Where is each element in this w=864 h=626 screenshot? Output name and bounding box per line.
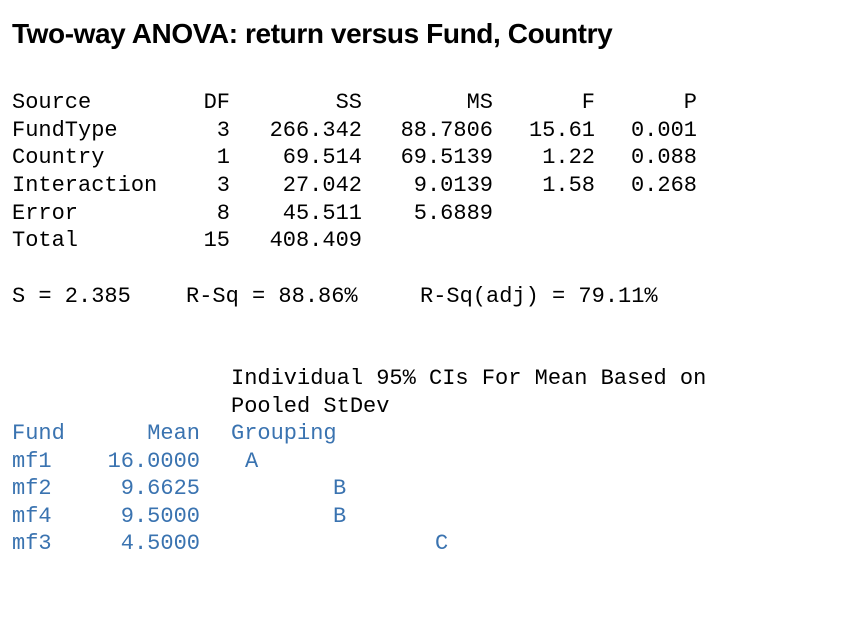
ss-cell: 45.511 bbox=[282, 201, 362, 226]
source-cell: FundType bbox=[12, 118, 118, 143]
f-cell: 1.58 bbox=[542, 173, 595, 198]
group-cell: B bbox=[333, 504, 347, 529]
ss-cell: 69.514 bbox=[282, 145, 362, 170]
p-cell: 0.088 bbox=[630, 145, 697, 170]
fund-cell: mf4 bbox=[12, 504, 52, 529]
ci-header-line1: Individual 95% CIs For Mean Based on bbox=[231, 366, 707, 391]
ms-cell: 5.6889 bbox=[413, 201, 493, 226]
group-cell: B bbox=[333, 476, 347, 501]
source-cell: Total bbox=[12, 228, 79, 253]
r-sq-adj-value: R-Sq(adj) = 79.11% bbox=[420, 284, 658, 309]
f-cell: 1.22 bbox=[542, 145, 595, 170]
ci-header-line2: Pooled StDev bbox=[231, 394, 390, 419]
source-cell: Interaction bbox=[12, 173, 158, 198]
group-cell: C bbox=[435, 531, 449, 556]
header-p: P bbox=[683, 90, 697, 115]
fund-cell: mf3 bbox=[12, 531, 52, 556]
mean-cell: 4.5000 bbox=[120, 531, 200, 556]
header-grouping: Grouping bbox=[231, 421, 337, 446]
header-df: DF bbox=[203, 90, 230, 115]
header-ms: MS bbox=[466, 90, 493, 115]
df-cell: 1 bbox=[216, 145, 230, 170]
group-cell: A bbox=[245, 449, 259, 474]
fund-cell: mf2 bbox=[12, 476, 52, 501]
s-value: S = 2.385 bbox=[12, 284, 131, 309]
ms-cell: 9.0139 bbox=[413, 173, 493, 198]
header-f: F bbox=[581, 90, 595, 115]
ms-cell: 69.5139 bbox=[400, 145, 493, 170]
ss-cell: 266.342 bbox=[269, 118, 362, 143]
ss-cell: 27.042 bbox=[282, 173, 362, 198]
r-sq-value: R-Sq = 88.86% bbox=[186, 284, 358, 309]
p-cell: 0.268 bbox=[630, 173, 697, 198]
df-cell: 8 bbox=[216, 201, 230, 226]
df-cell: 15 bbox=[203, 228, 230, 253]
header-fund: Fund bbox=[12, 421, 65, 446]
ms-cell: 88.7806 bbox=[400, 118, 493, 143]
f-cell: 15.61 bbox=[528, 118, 595, 143]
mean-cell: 9.6625 bbox=[120, 476, 200, 501]
mean-cell: 9.5000 bbox=[120, 504, 200, 529]
header-ss: SS bbox=[335, 90, 362, 115]
source-cell: Error bbox=[12, 201, 79, 226]
page-title: Two-way ANOVA: return versus Fund, Count… bbox=[12, 18, 613, 49]
df-cell: 3 bbox=[216, 118, 230, 143]
df-cell: 3 bbox=[216, 173, 230, 198]
ss-cell: 408.409 bbox=[269, 228, 362, 253]
fund-cell: mf1 bbox=[12, 449, 52, 474]
mean-cell: 16.0000 bbox=[107, 449, 200, 474]
p-cell: 0.001 bbox=[630, 118, 697, 143]
header-mean: Mean bbox=[147, 421, 200, 446]
source-cell: Country bbox=[12, 145, 105, 170]
header-source: Source bbox=[12, 90, 92, 115]
